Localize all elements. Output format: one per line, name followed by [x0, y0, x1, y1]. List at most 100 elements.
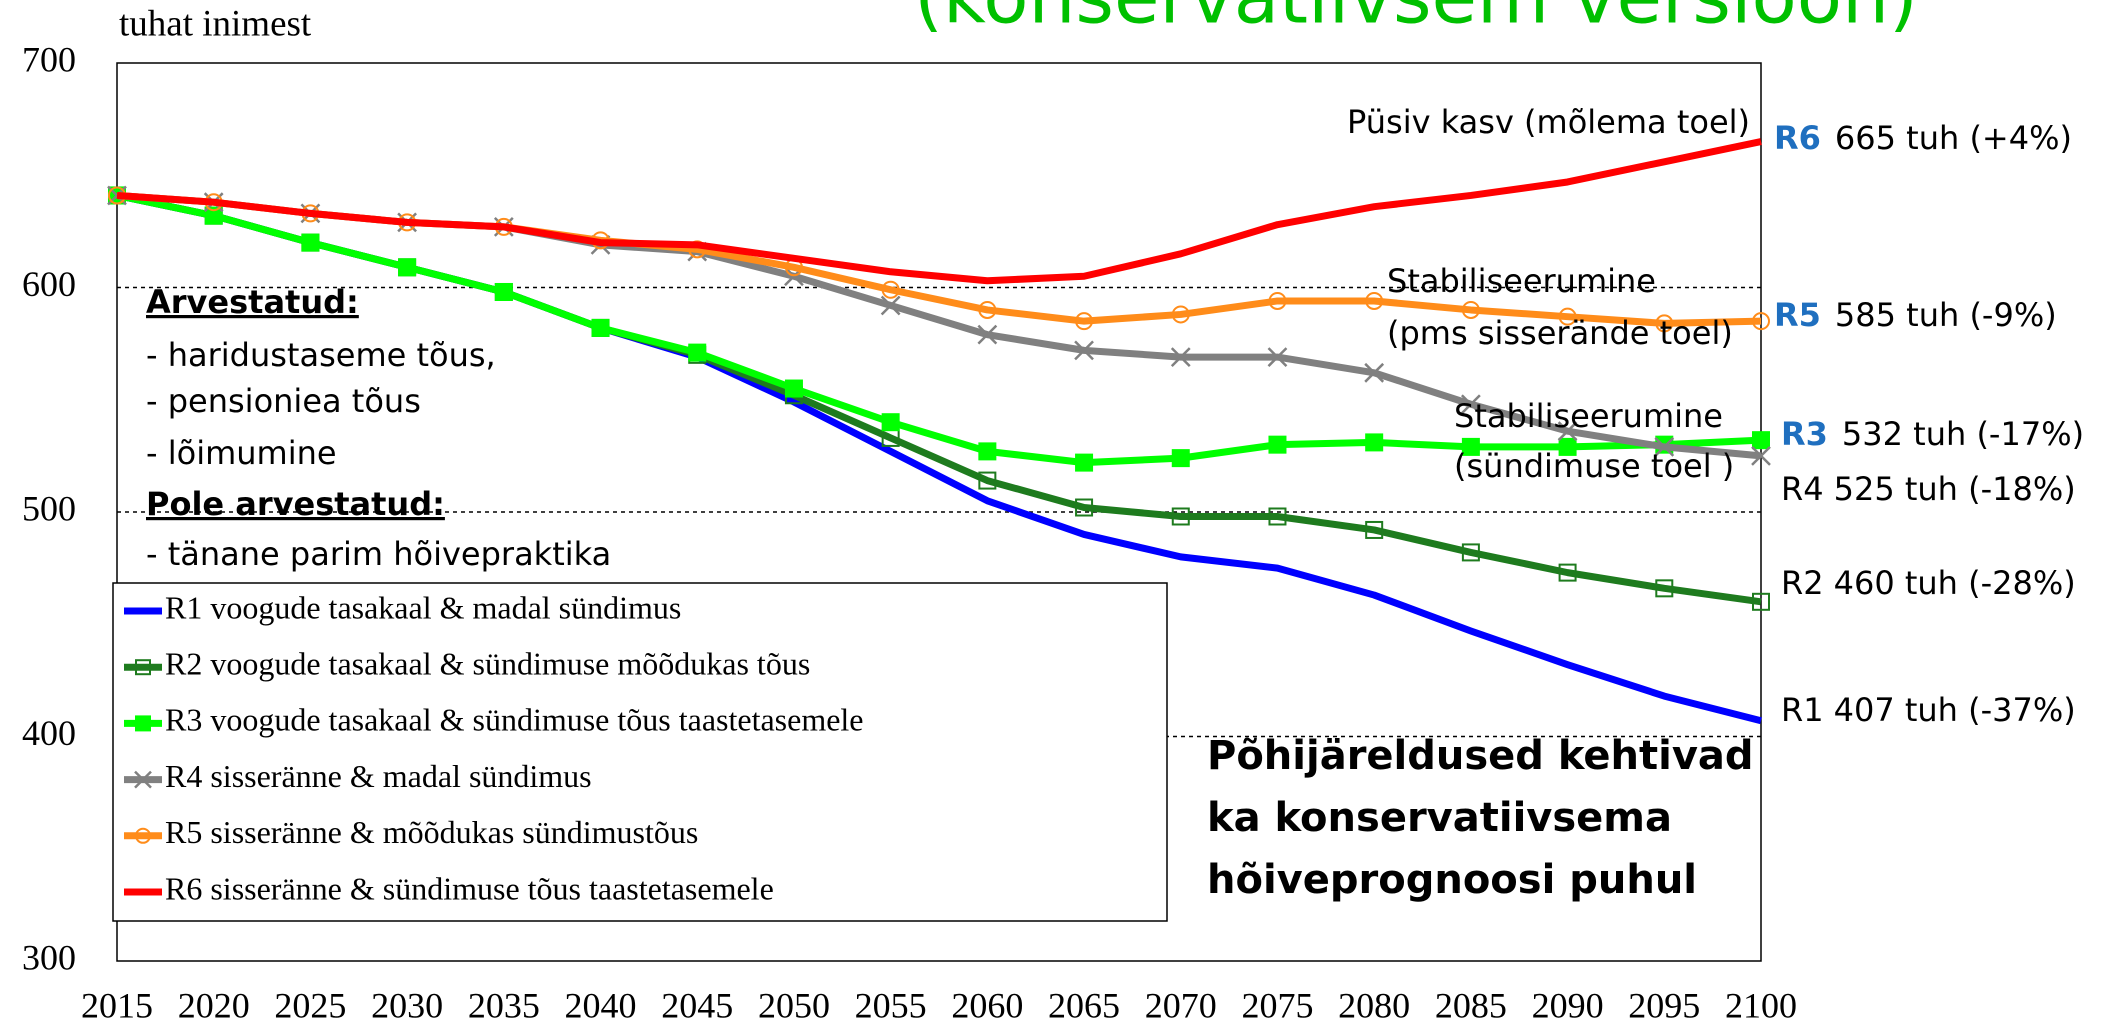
- marker: [977, 324, 998, 345]
- x-tick-label: 2070: [1145, 985, 1217, 1025]
- end-label-value: 665 tuh (+4%): [1835, 119, 2072, 157]
- x-tick-label: 2085: [1435, 985, 1507, 1025]
- x-tick-label: 2100: [1725, 985, 1797, 1025]
- legend-label: R3 voogude tasakaal & sündimuse tõus taa…: [165, 702, 864, 738]
- legend-label: R5 sisseränne & mõõdukas sündimustõus: [165, 814, 698, 850]
- end-label-value: 585 tuh (-9%): [1835, 296, 2057, 334]
- marker: [1171, 507, 1190, 526]
- end-label-key: R1: [1781, 691, 1824, 729]
- marker: [398, 258, 417, 277]
- marker: [1364, 362, 1385, 383]
- notes-item: - tänane parim hõivepraktika: [146, 535, 611, 573]
- x-tick-label: 2040: [565, 985, 637, 1025]
- x-tick-label: 2075: [1241, 985, 1313, 1025]
- legend-label: R1 voogude tasakaal & madal sündimus: [165, 589, 681, 625]
- x-tick-label: 2055: [855, 985, 927, 1025]
- chart-title: (konservatiivsem versioon): [914, 0, 1918, 41]
- x-tick-label: 2030: [371, 985, 443, 1025]
- marker: [688, 343, 707, 362]
- marker: [135, 659, 151, 676]
- end-label-key: R6: [1774, 119, 1821, 157]
- marker: [1365, 291, 1384, 310]
- marker: [1267, 347, 1288, 367]
- y-axis-title: tuhat inimest: [119, 3, 312, 44]
- y-tick-label: 700: [22, 39, 76, 79]
- series-line: [116, 138, 1762, 285]
- marker: [1461, 437, 1480, 456]
- notes-item: - haridustaseme tõus,: [146, 336, 496, 374]
- x-tick-label: 2065: [1048, 985, 1120, 1025]
- marker: [135, 827, 151, 844]
- marker: [1268, 291, 1287, 310]
- legend-box: [112, 582, 1168, 922]
- y-tick-label: 600: [22, 264, 76, 304]
- marker: [978, 442, 997, 461]
- marker: [1461, 543, 1480, 562]
- marker: [1171, 449, 1190, 468]
- notes-title: Pole arvestatud:: [146, 485, 445, 523]
- marker: [978, 471, 997, 490]
- end-label-key: R2: [1781, 564, 1824, 602]
- annotation: Stabiliseerumine: [1454, 397, 1723, 435]
- x-tick-label: 2015: [81, 985, 153, 1025]
- marker: [1655, 314, 1674, 333]
- marker: [135, 715, 151, 732]
- marker: [1075, 312, 1094, 331]
- marker: [1365, 520, 1384, 539]
- marker: [1268, 435, 1287, 454]
- notes-item: - lõimumine: [146, 434, 337, 472]
- marker: [881, 280, 900, 299]
- notes-item: - pensioniea tõus: [146, 382, 421, 420]
- notes-title: Arvestatud:: [146, 283, 359, 321]
- marker: [1558, 307, 1577, 326]
- end-label-key: R5: [1774, 296, 1821, 334]
- annotation: (sündimuse toel ): [1454, 447, 1734, 485]
- marker: [1558, 437, 1577, 456]
- end-label-value: 525 tuh (-18%): [1834, 470, 2076, 508]
- x-tick-label: 2095: [1628, 985, 1700, 1025]
- marker: [1751, 445, 1771, 466]
- x-tick-label: 2020: [178, 985, 250, 1025]
- x-tick-label: 2035: [468, 985, 540, 1025]
- end-label-key: R3: [1781, 415, 1828, 453]
- marker: [1461, 300, 1480, 319]
- legend-label: R2 voogude tasakaal & sündimuse mõõdukas…: [165, 646, 810, 682]
- end-label-value: 532 tuh (-17%): [1842, 415, 2084, 453]
- y-tick-label: 300: [22, 937, 76, 977]
- marker: [494, 282, 513, 301]
- annotation: Püsiv kasv (mõlema toel): [1347, 103, 1750, 141]
- marker: [301, 233, 320, 252]
- legend: R1 voogude tasakaal & madal sündimus R2 v…: [112, 582, 1168, 922]
- marker: [1752, 312, 1770, 331]
- plot-frame: [116, 62, 1762, 962]
- x-tick-label: 2090: [1532, 985, 1604, 1025]
- marker: [134, 770, 152, 789]
- annotation: Stabiliseerumine: [1387, 262, 1656, 300]
- marker: [1557, 421, 1578, 442]
- end-label-key: R4: [1781, 470, 1824, 508]
- marker: [1654, 437, 1675, 457]
- x-tick-label: 2050: [758, 985, 830, 1025]
- x-tick-label: 2060: [951, 985, 1023, 1025]
- conclusion-line: Põhijäreldused kehtivad: [1207, 733, 1754, 779]
- marker: [880, 295, 901, 316]
- marker: [1558, 563, 1577, 582]
- end-label-value: 407 tuh (-37%): [1834, 691, 2076, 729]
- marker: [1268, 507, 1287, 526]
- legend-label: R6 sisseränne & sündimuse tõus taastetas…: [165, 870, 774, 906]
- marker: [1075, 498, 1094, 517]
- marker: [784, 379, 803, 398]
- x-tick-label: 2025: [274, 985, 346, 1025]
- end-label-value: 460 tuh (-28%): [1834, 564, 2076, 602]
- marker: [1752, 592, 1770, 611]
- marker: [1075, 453, 1094, 472]
- annotation: (pms sisserände toel): [1387, 314, 1733, 352]
- marker: [1655, 579, 1674, 598]
- marker: [204, 206, 223, 225]
- x-tick-label: 2045: [661, 985, 733, 1025]
- conclusion-line: ka konservatiivsema: [1207, 795, 1672, 841]
- marker: [591, 318, 610, 337]
- conclusion-line: hõiveprognoosi puhul: [1207, 857, 1697, 903]
